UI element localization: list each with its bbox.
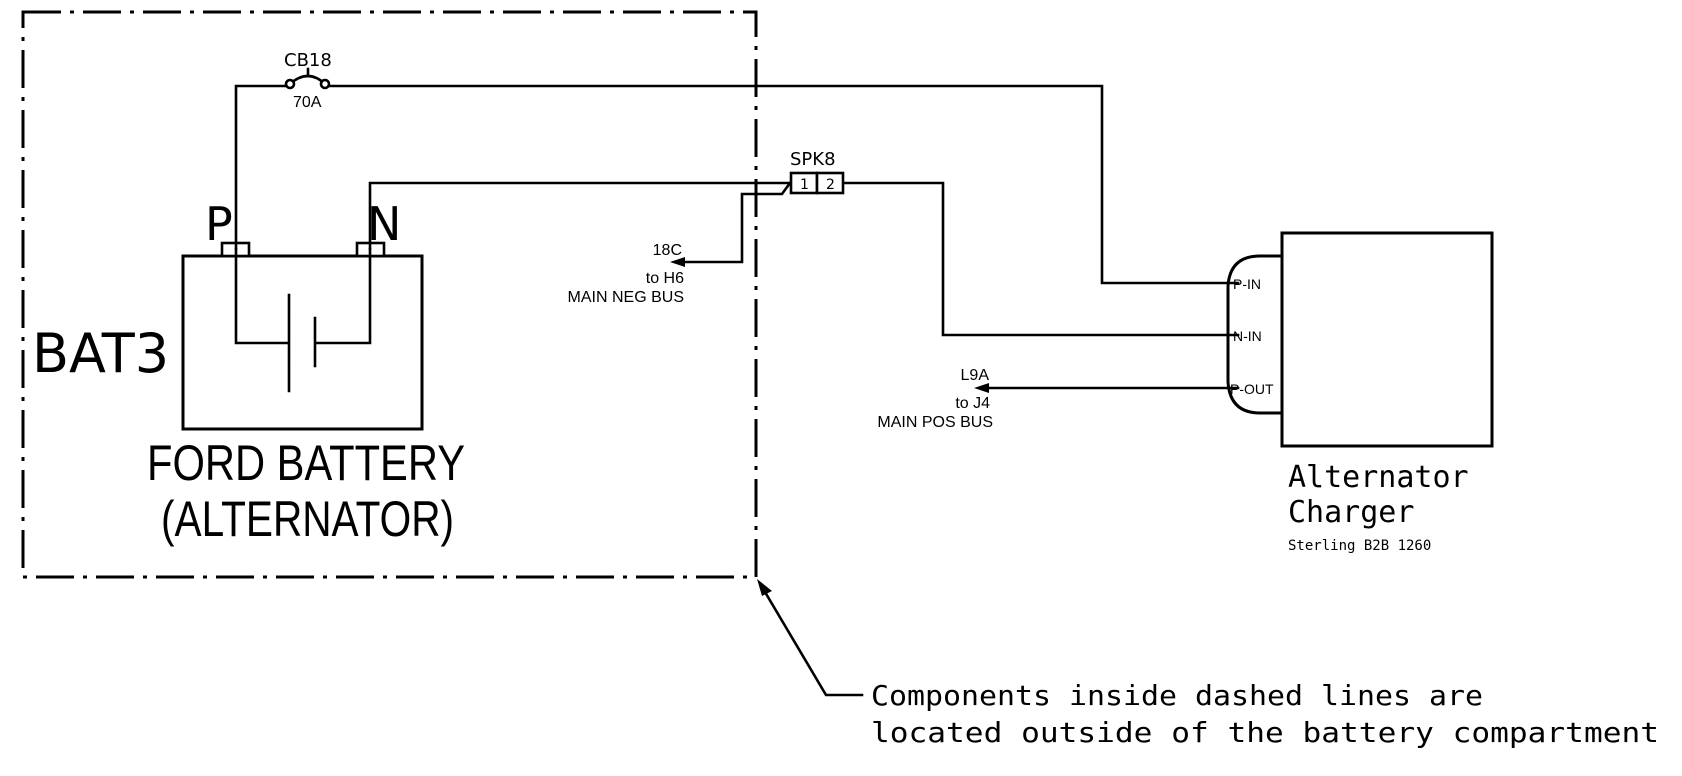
- pos-lead-wire-id: L9A: [961, 367, 990, 384]
- wire-splice-to-neg-bus: [682, 181, 792, 264]
- charger-body: [1280, 231, 1494, 448]
- splice-pin-2-box: [815, 171, 845, 195]
- wire-battery-neg-to-splice: [368, 181, 793, 251]
- wire-breaker-to-charger-pin: [327, 84, 1240, 285]
- note-callout: Components inside dashed lines are locat…: [757, 579, 1659, 749]
- splice-ref-label: SPK8: [790, 149, 836, 170]
- neg-bus-lead-label: 18C to H6 MAIN NEG BUS: [568, 242, 685, 306]
- charger-title-line2: Charger: [1288, 495, 1414, 530]
- charger-pin-pout-label: P-OUT: [1230, 381, 1274, 397]
- wire-battery-pos-to-breaker: [234, 84, 288, 251]
- charger-pin-nin-label: N-IN: [1233, 328, 1262, 344]
- pos-lead-dest: to J4: [955, 395, 990, 412]
- breaker-contact-left: [284, 78, 296, 90]
- pos-lead-bus: MAIN POS BUS: [877, 414, 993, 431]
- charger-connector-block: [1226, 254, 1282, 415]
- circuit-breaker-cb18: CB18 70A: [284, 50, 332, 111]
- wire-splice-to-charger-nin: [840, 181, 1240, 337]
- breaker-contact-right: [319, 78, 331, 90]
- battery-body: [181, 254, 424, 431]
- battery-bat3: P N BAT3 FORD BATTERY (ALTERNATOR): [32, 197, 465, 547]
- neg-lead-bus: MAIN NEG BUS: [568, 289, 684, 306]
- battery-pos-label: P: [205, 197, 233, 251]
- pos-bus-lead-label: L9A to J4 MAIN POS BUS: [877, 367, 993, 431]
- charger-model-label: Sterling B2B 1260: [1288, 538, 1431, 554]
- pos-bus-arrowhead: [974, 383, 989, 393]
- note-leader-line: [763, 590, 864, 697]
- splice-pin-1-label: 1: [800, 177, 809, 193]
- battery-cell-symbol: [234, 247, 372, 393]
- splice-pin-2-label: 2: [826, 177, 835, 193]
- battery-ref-label: BAT3: [32, 322, 169, 385]
- splice-spk8: 1 2 SPK8: [789, 149, 845, 195]
- note-leader-arrowhead: [757, 579, 772, 596]
- note-line2: located outside of the battery compartme…: [871, 716, 1659, 749]
- charger-pin-pin-label: P-IN: [1233, 276, 1261, 292]
- neg-bus-arrowhead: [670, 257, 685, 267]
- battery-neg-label: N: [367, 197, 401, 251]
- dashed-boundary: [21, 10, 758, 579]
- battery-name-line1: FORD BATTERY: [147, 435, 465, 491]
- battery-name-line2: (ALTERNATOR): [161, 491, 454, 547]
- neg-lead-wire-id: 18C: [653, 242, 682, 259]
- breaker-rating-label: 70A: [293, 94, 322, 111]
- alternator-charger: P-IN N-IN P-OUT Alternator Charger Sterl…: [1226, 231, 1494, 554]
- neg-lead-dest: to H6: [646, 270, 684, 287]
- charger-title-line1: Alternator: [1288, 460, 1469, 495]
- breaker-ref-label: CB18: [284, 50, 332, 71]
- note-line1: Components inside dashed lines are: [871, 679, 1483, 712]
